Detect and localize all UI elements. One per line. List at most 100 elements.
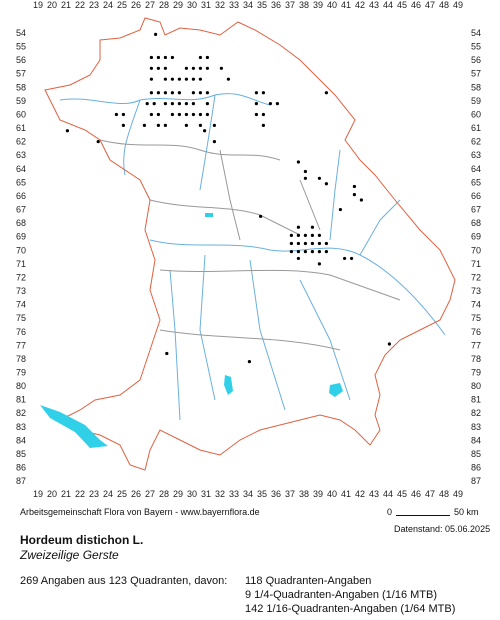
occurrence-dot bbox=[275, 102, 279, 106]
row-label: 54 bbox=[16, 28, 26, 38]
occurrence-dot bbox=[261, 112, 265, 117]
occurrence-dot bbox=[212, 140, 216, 144]
date: Datenstand: 05.06.2025 bbox=[394, 524, 491, 534]
column-label: 20 bbox=[47, 0, 57, 10]
occurrence-dot bbox=[324, 241, 328, 246]
column-label: 38 bbox=[299, 489, 309, 499]
row-label: 56 bbox=[16, 55, 26, 65]
occurrence-dot bbox=[310, 233, 314, 237]
row-label: 60 bbox=[471, 109, 481, 119]
row-label: 71 bbox=[471, 259, 481, 269]
scale-end: 50 km bbox=[454, 507, 479, 517]
row-label: 70 bbox=[16, 245, 26, 255]
row-label: 77 bbox=[471, 340, 481, 350]
column-label: 48 bbox=[439, 489, 449, 499]
occurrence-dot bbox=[205, 66, 209, 70]
occurrence-dot bbox=[191, 66, 195, 70]
column-label: 41 bbox=[341, 0, 351, 10]
row-label: 78 bbox=[16, 354, 26, 364]
row-label: 73 bbox=[471, 286, 481, 296]
column-label: 49 bbox=[453, 489, 463, 499]
occurrence-dot bbox=[191, 112, 195, 117]
column-label: 27 bbox=[145, 0, 155, 10]
occurrence-dot bbox=[198, 112, 202, 117]
occurrence-dot bbox=[261, 123, 265, 127]
column-label: 44 bbox=[383, 489, 393, 499]
species-name: Hordeum distichon L. bbox=[20, 533, 144, 547]
row-label: 72 bbox=[16, 272, 26, 282]
occurrence-dot bbox=[310, 225, 314, 229]
occurrence-dot bbox=[184, 112, 188, 117]
row-label: 78 bbox=[471, 354, 481, 364]
occurrence-dot bbox=[296, 160, 300, 164]
column-label: 21 bbox=[61, 0, 71, 10]
column-label: 36 bbox=[271, 0, 281, 10]
occurrence-dot bbox=[296, 250, 300, 254]
occurrence-dot bbox=[198, 123, 202, 127]
row-label: 79 bbox=[471, 368, 481, 378]
lake bbox=[40, 405, 108, 448]
occurrence-dot bbox=[324, 182, 328, 186]
occurrence-dot bbox=[303, 169, 307, 174]
occurrence-dot bbox=[261, 91, 265, 95]
occurrence-dot bbox=[324, 250, 328, 254]
occurrence-dot bbox=[145, 102, 149, 106]
occurrence-dot bbox=[289, 241, 293, 246]
occurrence-dot bbox=[205, 91, 209, 95]
occurrence-dot bbox=[268, 102, 272, 106]
occurrence-dot bbox=[163, 91, 167, 95]
occurrence-dot bbox=[191, 77, 195, 81]
row-label: 77 bbox=[16, 340, 26, 350]
occurrence-dot bbox=[114, 112, 118, 117]
row-label: 67 bbox=[471, 205, 481, 215]
row-label: 74 bbox=[16, 300, 26, 310]
occurrence-dot bbox=[154, 32, 158, 36]
column-label: 42 bbox=[355, 489, 365, 499]
row-label: 76 bbox=[16, 327, 26, 337]
column-label: 19 bbox=[33, 489, 43, 499]
occurrence-dot bbox=[152, 102, 156, 106]
occurrence-dot bbox=[296, 225, 300, 229]
column-label: 47 bbox=[425, 0, 435, 10]
state-border bbox=[44, 17, 456, 471]
column-label: 46 bbox=[411, 0, 421, 10]
occurrence-dot bbox=[121, 112, 125, 117]
occurrence-dot bbox=[149, 91, 153, 95]
occurrence-dot bbox=[177, 102, 181, 106]
occurrence-dot bbox=[163, 77, 167, 81]
occurrence-dot bbox=[254, 102, 258, 106]
stat-line: 142 1/16-Quadranten-Angaben (1/64 MTB) bbox=[245, 603, 456, 615]
scale-bar bbox=[396, 515, 450, 516]
row-label: 56 bbox=[471, 55, 481, 65]
occurrence-dot bbox=[317, 233, 321, 237]
column-label: 47 bbox=[425, 489, 435, 499]
column-label: 25 bbox=[117, 489, 127, 499]
row-label: 62 bbox=[16, 137, 26, 147]
occurrence-dot bbox=[289, 233, 293, 237]
row-label: 86 bbox=[16, 463, 26, 473]
occurrence-dot bbox=[184, 66, 188, 70]
occurrence-dot bbox=[205, 55, 209, 60]
row-label: 67 bbox=[16, 205, 26, 215]
column-label: 42 bbox=[355, 0, 365, 10]
row-label: 79 bbox=[16, 368, 26, 378]
column-label: 37 bbox=[285, 489, 295, 499]
column-label: 24 bbox=[103, 0, 113, 10]
column-label: 30 bbox=[187, 489, 197, 499]
occurrence-dot bbox=[156, 123, 160, 127]
occurrence-dot bbox=[170, 55, 174, 60]
column-label: 26 bbox=[131, 0, 141, 10]
column-label: 39 bbox=[313, 489, 323, 499]
row-label: 66 bbox=[471, 191, 481, 201]
occurrence-dot bbox=[205, 102, 209, 106]
occurrence-dot bbox=[289, 250, 293, 254]
row-label: 61 bbox=[471, 123, 481, 133]
occurrence-dot bbox=[156, 66, 160, 70]
occurrence-dot bbox=[177, 77, 181, 81]
row-label: 85 bbox=[471, 449, 481, 459]
row-label: 68 bbox=[16, 218, 26, 228]
row-label: 75 bbox=[16, 313, 26, 323]
row-label: 59 bbox=[16, 96, 26, 106]
row-label: 86 bbox=[471, 463, 481, 473]
